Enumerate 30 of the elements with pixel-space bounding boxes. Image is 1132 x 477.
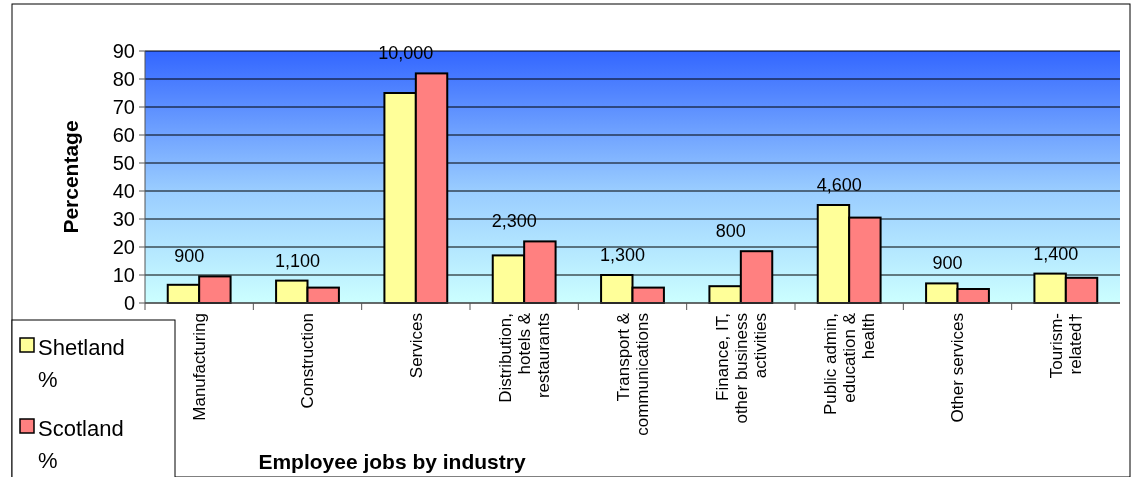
y-tick-label: 70 bbox=[112, 96, 135, 118]
x-tick-label: Services bbox=[406, 313, 426, 379]
annotation: 4,600 bbox=[816, 175, 862, 195]
x-tick-label: Distribution, hotels & restaurants bbox=[496, 312, 554, 403]
y-tick-label: 0 bbox=[123, 292, 135, 314]
annotation: 2,300 bbox=[491, 211, 537, 232]
legend-label: Shetland % bbox=[38, 334, 125, 392]
y-tick-label: 10 bbox=[112, 264, 135, 286]
x-tick-label: Other services bbox=[948, 313, 968, 423]
annotation: 1,300 bbox=[599, 245, 646, 265]
annotation: 900 bbox=[932, 253, 963, 274]
x-tick-label: Finance, IT, other business activities bbox=[712, 313, 770, 424]
y-tick-label: 50 bbox=[112, 152, 135, 174]
x-tick-label: Construction bbox=[298, 313, 318, 409]
legend-label: Scotland % bbox=[38, 415, 124, 473]
x-axis-title: Employee jobs by industry bbox=[258, 450, 526, 473]
y-tick-label: 20 bbox=[112, 236, 135, 258]
annotation: 900 bbox=[174, 246, 205, 267]
x-tick-label: Tourism-related† bbox=[1047, 313, 1086, 379]
y-tick-label: 40 bbox=[112, 180, 135, 202]
y-tick-label: 80 bbox=[112, 68, 135, 90]
annotation: 1,100 bbox=[274, 250, 321, 271]
x-tick-label: Public admin, education & health bbox=[821, 312, 879, 416]
y-tick-label: 60 bbox=[112, 124, 135, 146]
y-tick-label: 90 bbox=[112, 40, 135, 62]
annotation: 1,400 bbox=[1033, 243, 1079, 264]
y-tick-label: 30 bbox=[112, 208, 135, 230]
annotation: 800 bbox=[715, 221, 746, 242]
x-tick-label: Manufacturing bbox=[190, 313, 210, 421]
y-axis-title: Percentage bbox=[59, 120, 82, 234]
